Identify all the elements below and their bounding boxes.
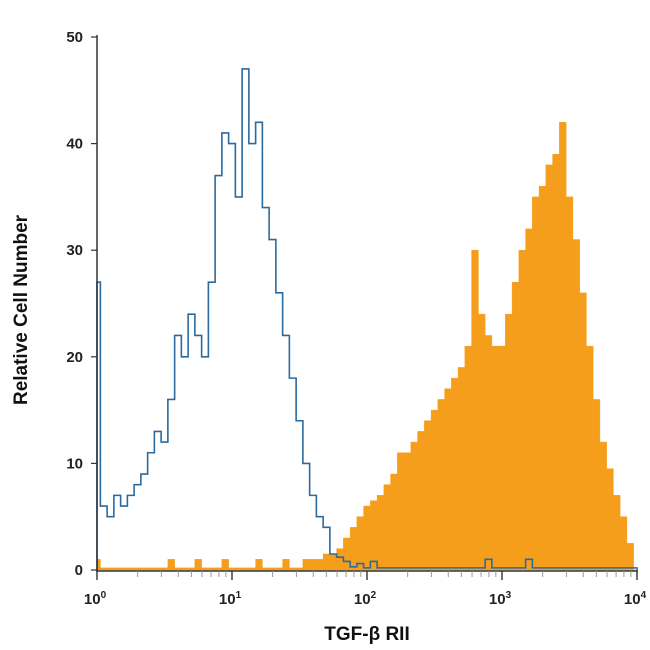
x-axis-title: TGF-β RII <box>324 624 409 645</box>
y-axis-title: Relative Cell Number <box>11 214 32 405</box>
y-tick-label: 0 <box>75 562 83 579</box>
y-tick-label: 50 <box>66 29 83 46</box>
y-tick-label: 10 <box>66 455 83 472</box>
y-tick-label: 40 <box>66 136 83 153</box>
y-tick-label: 20 <box>66 349 83 366</box>
histogram-tgf-rii-antibody <box>96 122 637 571</box>
series-layer <box>96 68 638 571</box>
x-tick-label: 100 <box>84 590 107 608</box>
y-tick-label: 30 <box>66 242 83 259</box>
x-tick-label: 103 <box>489 590 512 608</box>
x-tick-label: 101 <box>219 590 242 608</box>
x-tick-label: 104 <box>624 590 647 608</box>
histogram-isotype-control <box>96 68 638 570</box>
x-tick-label: 102 <box>354 590 377 608</box>
ticks-layer: 0 10 20 30 40 50 100 101 102 103 104 <box>66 29 646 608</box>
